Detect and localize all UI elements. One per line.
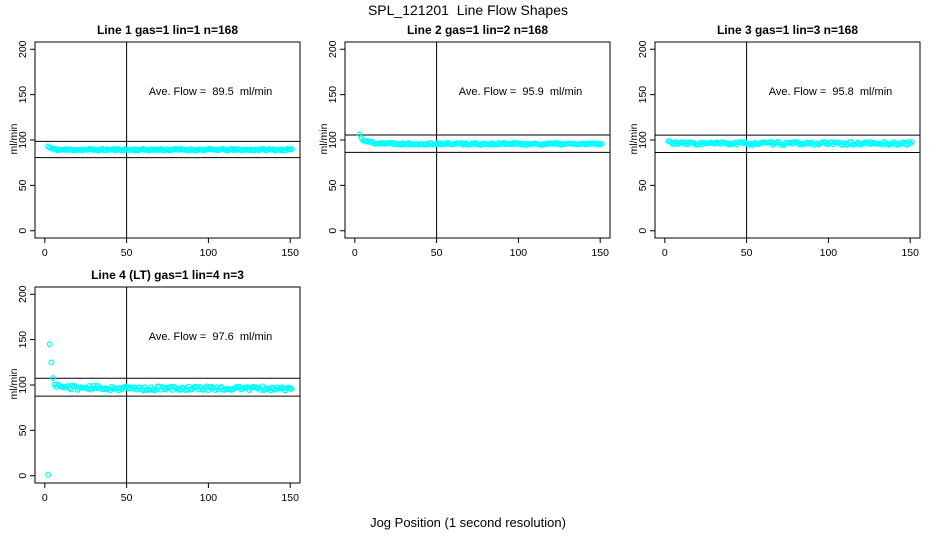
svg-text:100: 100 bbox=[820, 247, 838, 259]
svg-text:50: 50 bbox=[637, 179, 649, 191]
svg-text:100: 100 bbox=[327, 131, 339, 149]
panel-title-line-2: Line 2 gas=1 lin=2 n=168 bbox=[406, 23, 549, 37]
svg-text:150: 150 bbox=[17, 331, 29, 349]
svg-text:50: 50 bbox=[17, 424, 29, 436]
plot-area-line-4: 0 50 100 150 0 50 100 150 200 bbox=[17, 285, 301, 504]
figure-title: SPL_121201 Line Flow Shapes bbox=[367, 2, 569, 18]
ave-flow-annotation: Ave. Flow = 89.5 ml/min bbox=[148, 86, 273, 98]
svg-text:0: 0 bbox=[637, 228, 649, 234]
panel-title-line-4: Line 4 (LT) gas=1 lin=4 n=3 bbox=[91, 268, 244, 282]
svg-text:200: 200 bbox=[637, 40, 649, 58]
svg-text:150: 150 bbox=[901, 247, 919, 259]
svg-text:150: 150 bbox=[281, 247, 299, 259]
svg-text:100: 100 bbox=[637, 131, 649, 149]
svg-text:0: 0 bbox=[17, 228, 29, 234]
svg-text:100: 100 bbox=[200, 247, 218, 259]
svg-text:50: 50 bbox=[121, 247, 133, 259]
panel-line-1: Line 1 gas=1 lin=1 n=168 ml/min 0 50 100 15… bbox=[3, 23, 305, 268]
svg-text:0: 0 bbox=[42, 492, 48, 504]
svg-text:200: 200 bbox=[17, 285, 29, 303]
svg-text:0: 0 bbox=[17, 473, 29, 479]
svg-text:50: 50 bbox=[431, 247, 443, 259]
svg-text:200: 200 bbox=[327, 40, 339, 58]
ave-flow-annotation: Ave. Flow = 95.9 ml/min bbox=[458, 86, 583, 98]
svg-text:0: 0 bbox=[42, 247, 48, 259]
panel-line-4: Line 4 (LT) gas=1 lin=4 n=3 ml/min 0 50 10… bbox=[3, 268, 305, 513]
svg-text:150: 150 bbox=[637, 86, 649, 104]
plot-area-line-3: 0 50 100 150 0 50 100 150 200 bbox=[637, 40, 921, 259]
svg-text:150: 150 bbox=[327, 86, 339, 104]
plot-area-line-1: 0 50 100 150 0 50 100 150 200 bbox=[17, 40, 301, 259]
panel-line-2: Line 2 gas=1 lin=2 n=168 ml/min 0 50 100 15… bbox=[313, 23, 615, 268]
plot-area-line-2: 0 50 100 150 0 50 100 150 200 bbox=[327, 40, 611, 259]
svg-text:150: 150 bbox=[281, 492, 299, 504]
ave-flow-annotation: Ave. Flow = 95.8 ml/min bbox=[768, 86, 893, 98]
x-axis-label: Jog Position (1 second resolution) bbox=[370, 515, 566, 530]
svg-text:50: 50 bbox=[327, 179, 339, 191]
svg-text:50: 50 bbox=[17, 179, 29, 191]
svg-text:100: 100 bbox=[17, 376, 29, 394]
svg-text:50: 50 bbox=[121, 492, 133, 504]
panel-line-3: Line 3 gas=1 lin=3 n=168 ml/min 0 50 100 15… bbox=[623, 23, 925, 268]
svg-text:100: 100 bbox=[17, 131, 29, 149]
svg-text:0: 0 bbox=[662, 247, 668, 259]
svg-text:100: 100 bbox=[200, 492, 218, 504]
panel-title-line-1: Line 1 gas=1 lin=1 n=168 bbox=[96, 23, 239, 37]
svg-text:50: 50 bbox=[741, 247, 753, 259]
svg-text:100: 100 bbox=[510, 247, 528, 259]
svg-text:0: 0 bbox=[352, 247, 358, 259]
ave-flow-annotation: Ave. Flow = 97.6 ml/min bbox=[148, 331, 273, 343]
svg-text:150: 150 bbox=[591, 247, 609, 259]
svg-text:0: 0 bbox=[327, 228, 339, 234]
svg-text:200: 200 bbox=[17, 40, 29, 58]
svg-text:150: 150 bbox=[17, 86, 29, 104]
panel-title-line-3: Line 3 gas=1 lin=3 n=168 bbox=[716, 23, 859, 37]
